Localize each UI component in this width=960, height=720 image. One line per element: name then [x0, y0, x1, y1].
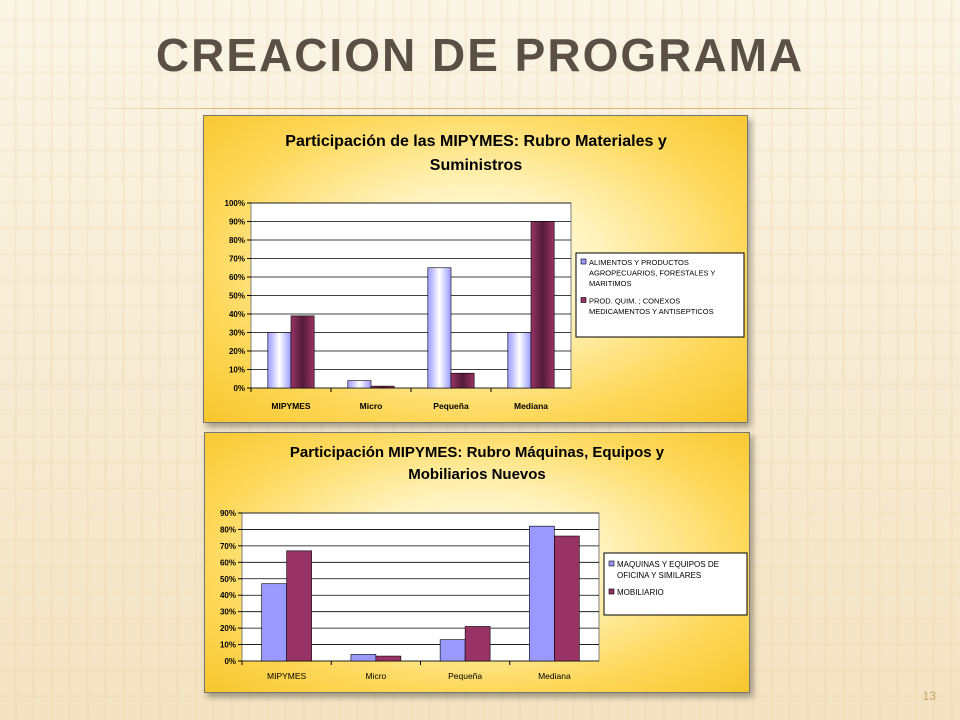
y-tick-label: 10% — [229, 366, 245, 375]
bar-pequea-series-2 — [464, 626, 491, 662]
y-tick-label: 40% — [220, 591, 236, 600]
bar-micro-series-1 — [350, 654, 377, 662]
chart-title-line: Suministros — [430, 157, 523, 174]
x-category-label: Mediana — [538, 671, 571, 681]
x-category-label: Pequeña — [433, 401, 469, 411]
bar-pequea-series-1 — [427, 267, 452, 389]
legend-swatch — [580, 258, 587, 265]
y-tick-label: 0% — [224, 657, 236, 666]
y-tick-label: 80% — [220, 525, 236, 534]
legend-label: ALIMENTOS Y PRODUCTOS — [589, 258, 689, 267]
chart-materiales-suministros: Participación de las MIPYMES: Rubro Mate… — [203, 115, 748, 423]
x-category-label: Mediana — [514, 401, 548, 411]
y-tick-label: 20% — [220, 624, 236, 633]
y-tick-label: 50% — [220, 575, 236, 584]
y-tick-label: 60% — [220, 558, 236, 567]
legend-label: MARITIMOS — [589, 279, 632, 288]
x-category-label: MIPYMES — [267, 671, 307, 681]
legend-swatch — [580, 297, 587, 303]
y-tick-label: 30% — [229, 329, 245, 338]
bar-mipymes-series-1 — [267, 332, 292, 389]
legend-label: MOBILIARIO — [617, 588, 664, 597]
y-tick-label: 0% — [233, 384, 245, 393]
bar-pequea-series-1 — [439, 639, 466, 662]
bar-mipymes-series-1 — [261, 583, 287, 662]
bar-micro-series-2 — [375, 655, 402, 662]
bar-pequea-series-2 — [450, 372, 475, 389]
chart-title-line: Mobiliarios Nuevos — [408, 466, 546, 483]
legend-label: MEDICAMENTOS Y ANTISEPTICOS — [589, 307, 714, 316]
bar-mediana-series-2 — [530, 221, 555, 389]
y-tick-label: 100% — [225, 199, 245, 208]
legend-swatch — [608, 588, 615, 595]
bar-mipymes-series-2 — [286, 550, 312, 662]
y-tick-label: 40% — [229, 310, 245, 319]
bar-micro-series-2 — [370, 385, 395, 389]
bar-mipymes-series-2 — [290, 315, 315, 389]
title-divider — [70, 108, 890, 109]
slide-title: CREACION DE PROGRAMA — [155, 29, 805, 81]
chart-maquinas-equipos: Participación MIPYMES: Rubro Máquinas, E… — [204, 432, 750, 693]
y-tick-label: 70% — [229, 255, 245, 264]
chart-title-line: Participación MIPYMES: Rubro Máquinas, E… — [290, 444, 665, 461]
y-tick-label: 90% — [220, 509, 236, 518]
chart-2-svg: Participación MIPYMES: Rubro Máquinas, E… — [220, 444, 748, 681]
x-category-label: Pequeña — [448, 671, 482, 681]
y-tick-label: 70% — [220, 542, 236, 551]
chart-1-svg: Participación de las MIPYMES: Rubro Mate… — [225, 133, 745, 411]
x-category-label: MIPYMES — [271, 401, 311, 411]
y-tick-label: 20% — [229, 347, 245, 356]
legend-label: OFICINA Y SIMILARES — [617, 571, 701, 580]
bar-mediana-series-1 — [529, 525, 555, 662]
legend-label: PROD. QUIM. ; CONEXOS — [589, 297, 680, 306]
chart-title-line: Participación de las MIPYMES: Rubro Mate… — [285, 133, 667, 150]
y-tick-label: 90% — [229, 218, 245, 227]
page-number: 13 — [922, 689, 936, 703]
legend-box — [603, 552, 748, 616]
y-tick-label: 30% — [220, 608, 236, 617]
y-tick-label: 80% — [229, 236, 245, 245]
x-category-label: Micro — [360, 401, 383, 411]
bar-micro-series-1 — [347, 380, 372, 389]
legend-box — [575, 252, 745, 338]
bar-mediana-series-2 — [554, 535, 580, 662]
x-category-label: Micro — [365, 671, 386, 681]
legend-label: AGROPECUARIOS, FORESTALES Y — [589, 269, 715, 278]
y-tick-label: 60% — [229, 273, 245, 282]
y-tick-label: 50% — [229, 292, 245, 301]
bar-mediana-series-1 — [507, 332, 532, 389]
y-tick-label: 10% — [220, 641, 236, 650]
legend-label: MAQUINAS Y EQUIPOS DE — [617, 560, 719, 569]
legend-swatch — [608, 560, 615, 567]
